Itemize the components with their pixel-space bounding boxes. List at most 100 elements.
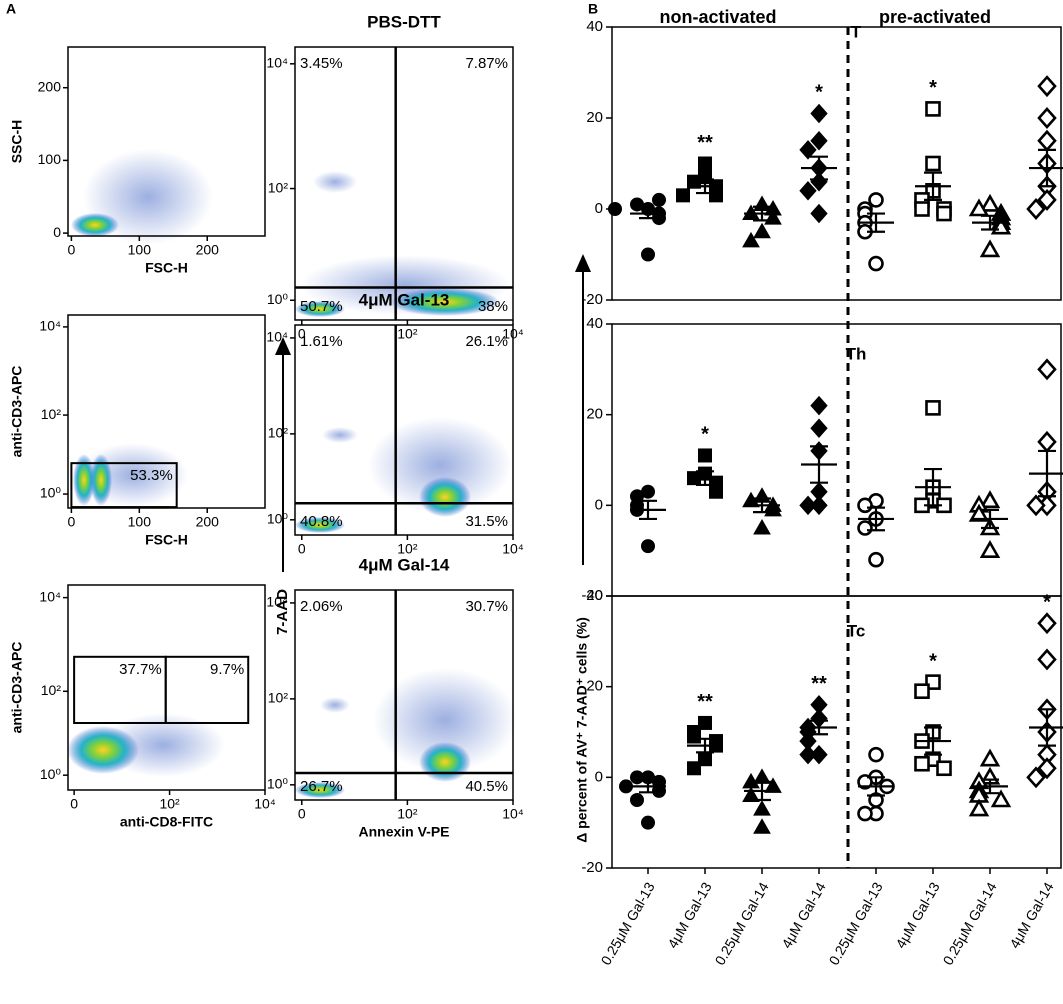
error-bar [981, 778, 999, 795]
plot-title: 4μM Gal-14 [359, 555, 450, 574]
x-tick-label: 0 [298, 541, 306, 557]
y-tick-label: 10⁴ [266, 594, 288, 610]
density [419, 742, 471, 782]
point [914, 683, 930, 700]
gate-label: 26.1% [465, 333, 508, 350]
point [1037, 358, 1057, 381]
point [914, 201, 930, 217]
point [742, 231, 760, 248]
x-tick-label: 10² [397, 326, 418, 342]
point [799, 181, 817, 201]
point [979, 490, 1001, 509]
error-bar [810, 719, 828, 736]
point [1026, 198, 1046, 220]
significance: * [929, 77, 937, 99]
error-bar [867, 506, 885, 532]
point [925, 155, 941, 172]
y-tick-label: 10⁴ [266, 329, 288, 345]
point [810, 103, 828, 124]
gate-label: 30.7% [465, 598, 508, 615]
x-tick-label: 10² [397, 541, 418, 557]
error-bar [867, 776, 885, 797]
density [295, 782, 345, 798]
gate [70, 462, 178, 509]
axis-label: anti-CD3-APC [9, 366, 25, 458]
error-bar [696, 178, 714, 195]
point [857, 774, 873, 790]
axis-label: FSC-H [145, 532, 188, 548]
point [925, 101, 941, 117]
plot-title: Tc [847, 621, 866, 640]
point [868, 255, 884, 272]
density [67, 726, 139, 774]
point [936, 760, 952, 777]
x-tick-label: 100 [128, 242, 152, 258]
gate-label: 37.7% [119, 661, 162, 678]
y-tick-label: 20 [586, 406, 603, 423]
point [698, 156, 712, 171]
y-tick-label: 10² [268, 690, 289, 706]
point [968, 798, 990, 817]
gate-label: 9.7% [210, 661, 244, 678]
y-tick-label: 40 [586, 587, 603, 604]
point [1037, 430, 1057, 453]
point [810, 395, 828, 416]
gate-label: 2.06% [300, 598, 343, 615]
y-tick-label: 10⁰ [267, 776, 289, 792]
error-bar [810, 155, 828, 181]
x-tick-label: 4μM Gal-13 [892, 879, 943, 951]
panel-label: A [6, 1, 16, 17]
density [73, 454, 95, 506]
x-tick-label: 0.25μM Gal-14 [712, 879, 772, 968]
y-tick-label: 0 [53, 224, 61, 240]
point [652, 192, 666, 207]
point [687, 729, 701, 744]
point [868, 746, 884, 763]
point [968, 198, 990, 217]
x-tick-label: 4μM Gal-13 [664, 879, 715, 951]
point [753, 222, 771, 239]
error-bar [696, 470, 714, 487]
y-tick-label: -20 [581, 587, 603, 604]
x-tick-label: 0 [298, 806, 306, 822]
error-bar [1038, 449, 1056, 498]
gate-label: 31.5% [465, 513, 508, 530]
point [709, 188, 723, 203]
significance: * [701, 424, 709, 446]
density [368, 417, 512, 513]
point [1037, 757, 1057, 780]
y-tick-label: 0 [595, 200, 603, 217]
point [753, 800, 771, 816]
x-tick-label: 0 [67, 514, 75, 530]
point [979, 193, 1001, 212]
error-bar [1038, 708, 1056, 747]
point [1037, 75, 1057, 98]
error-bar [639, 499, 657, 521]
error-bar [1038, 148, 1056, 188]
point [857, 497, 873, 514]
x-tick-label: 4μM Gal-14 [1006, 879, 1057, 951]
point [742, 491, 760, 508]
significance: ** [697, 132, 713, 154]
point [799, 495, 817, 516]
x-tick-label: 0 [298, 326, 306, 342]
axis-label: Annexin V-PE [358, 824, 449, 840]
y-tick-label: 10² [268, 425, 289, 441]
y-tick-label: 10⁰ [40, 766, 62, 782]
axis-label: anti-CD8-FITC [120, 814, 213, 830]
error-bar [753, 205, 771, 222]
x-tick-label: 0 [67, 242, 75, 258]
point [676, 188, 690, 203]
y-tick-label: 10² [268, 179, 289, 195]
point [641, 815, 655, 830]
x-tick-label: 200 [196, 242, 220, 258]
x-tick-label: 0 [70, 796, 78, 812]
plot-title: PBS-DTT [367, 12, 441, 31]
x-tick-label: 10⁴ [254, 796, 276, 812]
point [698, 448, 712, 463]
y-tick-label: 10⁴ [266, 55, 288, 71]
gate-label: 53.3% [130, 467, 173, 484]
plot-frame [294, 589, 514, 801]
y-tick-label: 10⁰ [40, 485, 62, 501]
